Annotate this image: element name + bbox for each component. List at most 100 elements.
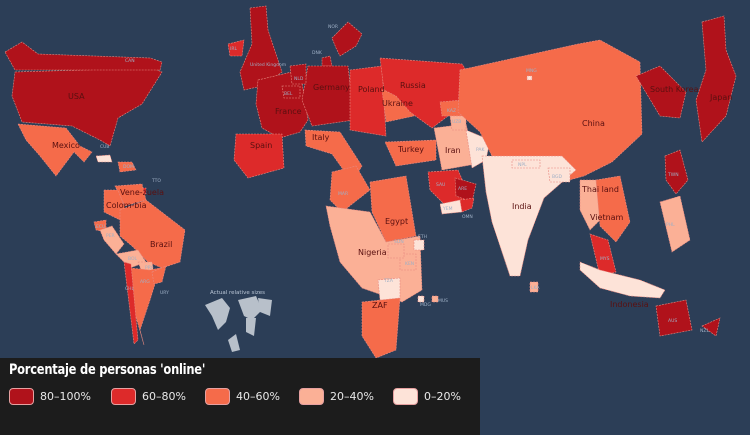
inset-world-map — [258, 298, 272, 316]
country-shape[interactable] — [417, 295, 425, 303]
country-shape[interactable] — [281, 85, 301, 99]
country-shape[interactable] — [529, 281, 539, 293]
country-shape[interactable] — [481, 155, 577, 277]
country-shape[interactable] — [377, 277, 401, 301]
legend-swatch — [393, 388, 418, 405]
country-label: BEL — [284, 91, 293, 97]
legend: Porcentaje de personas 'online' 80–100% 6… — [0, 358, 480, 435]
country-shape[interactable] — [695, 15, 737, 143]
country-shape[interactable] — [511, 159, 541, 169]
legend-item: 40–60% — [205, 388, 299, 405]
country-shape[interactable] — [384, 139, 437, 167]
country-shape[interactable] — [664, 149, 689, 195]
legend-swatch — [111, 388, 136, 405]
country-label: IRL — [230, 46, 237, 52]
legend-label: 20–40% — [330, 390, 374, 403]
country-shape[interactable] — [17, 123, 93, 177]
inset-caption: Actual relative sizes — [210, 290, 266, 296]
country-label: MNG — [526, 68, 537, 74]
country-label: South Korea — [650, 85, 699, 94]
country-shape[interactable] — [11, 67, 163, 147]
country-label: Vietnam — [590, 213, 624, 222]
country-shape[interactable] — [349, 65, 387, 137]
country-label: AUS — [668, 318, 677, 324]
country-label: BOL — [128, 256, 138, 262]
country-label: CAN — [125, 58, 135, 64]
country-shape[interactable] — [595, 175, 631, 243]
country-shape[interactable] — [635, 65, 687, 119]
country-shape[interactable] — [701, 317, 721, 337]
country-shape[interactable] — [589, 233, 617, 277]
country-shape[interactable] — [547, 167, 571, 183]
country-label: SAU — [436, 182, 445, 188]
country-shape[interactable] — [329, 165, 371, 213]
country-shape[interactable] — [233, 133, 285, 179]
country-label: Italy — [312, 133, 330, 142]
country-label: China — [582, 119, 605, 128]
country-shape[interactable] — [459, 197, 475, 213]
country-shape[interactable] — [227, 39, 245, 57]
country-label: TZA — [383, 278, 394, 284]
country-shape[interactable] — [526, 75, 533, 81]
country-shape[interactable] — [95, 154, 113, 163]
country-label: Germany — [313, 83, 350, 92]
country-label: USA — [68, 92, 85, 101]
country-shape[interactable] — [289, 63, 307, 85]
legend-title: Porcentaje de personas 'online' — [9, 362, 206, 378]
country-label: Thai land — [581, 185, 619, 194]
country-shape[interactable] — [457, 39, 643, 183]
country-shape[interactable] — [655, 299, 693, 337]
country-label: BGD — [552, 174, 562, 180]
country-label: CUB — [100, 144, 110, 150]
inset-world-map — [246, 318, 256, 336]
country-label: MAR — [338, 191, 348, 197]
country-shape[interactable] — [369, 175, 417, 243]
country-shape[interactable] — [579, 261, 666, 299]
country-shape[interactable] — [151, 265, 167, 285]
inset-world-map — [228, 334, 240, 352]
country-label: MDG — [420, 302, 431, 308]
country-shape[interactable] — [331, 21, 363, 57]
country-label: United Kingdom — [250, 62, 286, 68]
country-label: ETH — [418, 234, 427, 240]
country-label: NOR — [328, 24, 338, 30]
legend-item: 80–100% — [9, 388, 111, 405]
country-label: ARE — [458, 186, 467, 192]
country-shape[interactable] — [439, 199, 463, 215]
country-label: Poland — [358, 85, 385, 94]
country-shape[interactable] — [301, 65, 355, 127]
country-shape[interactable] — [413, 239, 425, 251]
country-shape[interactable] — [387, 243, 405, 259]
country-shape[interactable] — [119, 199, 186, 269]
country-label: KEN — [405, 261, 414, 267]
country-label: Colom-bia — [106, 201, 147, 210]
country-label: TWN — [667, 172, 679, 178]
inset-world-map — [205, 298, 230, 330]
country-label: YEM — [442, 206, 453, 212]
country-label: Indonesia — [610, 300, 649, 309]
country-label: URY — [160, 290, 169, 296]
country-label: Spain — [250, 141, 272, 150]
country-shape[interactable] — [321, 55, 333, 67]
country-shape[interactable] — [361, 297, 401, 359]
country-label: UZB — [452, 119, 461, 125]
country-label: PER — [106, 233, 115, 239]
country-shape[interactable] — [439, 99, 463, 117]
country-shape[interactable] — [659, 195, 691, 253]
country-shape[interactable] — [117, 161, 137, 173]
country-shape[interactable] — [4, 41, 163, 71]
legend-item: 0–20% — [393, 388, 473, 405]
country-shape[interactable] — [579, 179, 601, 231]
country-label: LKA — [531, 285, 540, 291]
country-shape[interactable] — [325, 205, 423, 303]
legend-swatch — [9, 388, 34, 405]
country-label: CHL — [125, 286, 135, 292]
country-label: Ukraine — [382, 99, 413, 108]
country-label: ARG — [140, 279, 150, 285]
country-shape[interactable] — [99, 225, 125, 255]
country-label: Japan — [709, 93, 732, 102]
country-shape[interactable] — [123, 261, 139, 345]
country-shape[interactable] — [431, 295, 439, 303]
country-label: MUS — [438, 298, 448, 304]
